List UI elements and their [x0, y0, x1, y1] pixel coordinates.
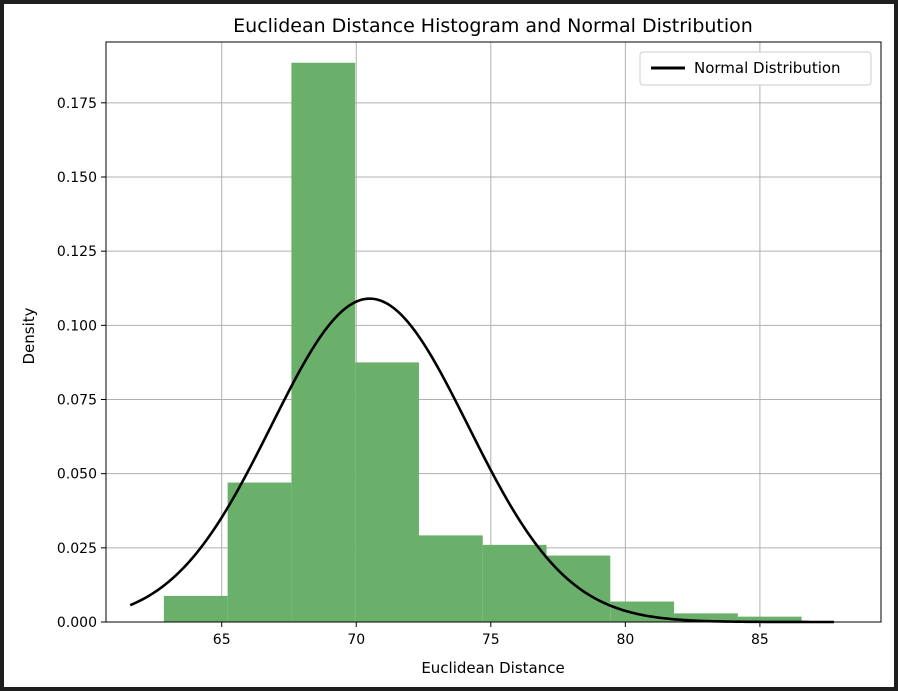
histogram-bar — [163, 595, 228, 622]
grid-layer — [106, 42, 881, 623]
y-tick-label: 0.175 — [57, 96, 97, 112]
histogram-bar — [418, 535, 483, 622]
legend: Normal Distribution — [639, 51, 872, 86]
figure-frame: 65 70 75 80 85 0.000 0.025 0.050 0.075 0.100 0.12… — [4, 4, 894, 687]
x-tick-label: 75 — [482, 632, 500, 648]
y-tick-label: 0.100 — [57, 318, 97, 334]
y-tick-label: 0.150 — [57, 170, 97, 186]
normal-distribution-curve — [129, 297, 834, 624]
legend-label-normal: Normal Distribution — [694, 59, 841, 77]
x-tick-label: 65 — [213, 632, 231, 648]
histogram-bar — [482, 544, 547, 622]
x-axis-label: Euclidean Distance — [421, 659, 564, 677]
x-tick-label: 80 — [616, 632, 634, 648]
x-ticks: 65 70 75 80 85 — [213, 622, 769, 648]
y-tick-label: 0.125 — [57, 244, 97, 260]
axes-frame — [105, 41, 882, 623]
histogram-bar — [291, 62, 356, 622]
x-tick-label: 85 — [751, 632, 769, 648]
bars-layer — [163, 62, 802, 622]
y-axis-label: Density — [20, 307, 38, 364]
histogram-bar — [355, 362, 419, 622]
legend-box — [639, 51, 872, 86]
chart-title: Euclidean Distance Histogram and Normal … — [233, 15, 753, 37]
y-tick-label: 0.000 — [57, 615, 97, 631]
chart-svg: 65 70 75 80 85 0.000 0.025 0.050 0.075 0.100 0.12… — [20, 15, 882, 677]
histogram-bar — [737, 616, 802, 622]
y-tick-label: 0.050 — [57, 467, 97, 483]
histogram-bar — [227, 482, 292, 622]
y-tick-label: 0.025 — [57, 541, 97, 557]
y-tick-label: 0.075 — [57, 392, 97, 408]
curve-layer — [129, 297, 834, 624]
x-tick-label: 70 — [347, 632, 365, 648]
histogram-bar — [674, 613, 738, 622]
y-ticks: 0.000 0.025 0.050 0.075 0.100 0.125 0.150 0.175 — [57, 96, 106, 631]
